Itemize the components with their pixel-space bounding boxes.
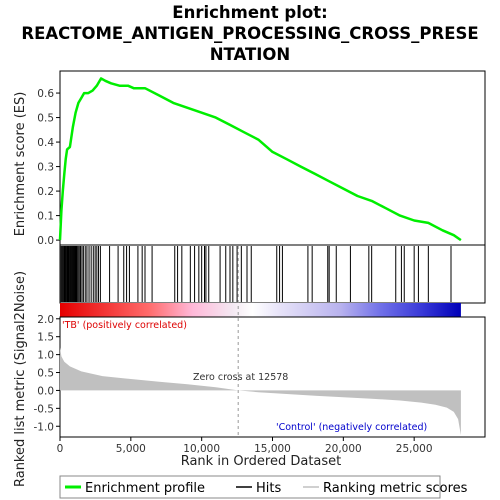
metric-y-tick-label: -0.5 xyxy=(34,403,55,415)
legend-hits-label: Hits xyxy=(256,481,281,496)
x-tick-label: 25,000 xyxy=(396,443,433,455)
es-y-tick-label: 0.6 xyxy=(37,88,54,100)
metric-y-tick-label: -1.0 xyxy=(34,421,55,433)
x-tick-label: 0 xyxy=(57,443,64,455)
es-y-tick-label: 0.1 xyxy=(37,211,54,223)
legend-enrichment-label: Enrichment profile xyxy=(85,481,205,496)
metric-y-axis-label: Ranked list metric (Signal2Noise) xyxy=(13,271,28,487)
metric-y-tick-label: 0.5 xyxy=(37,368,54,380)
es-panel-frame xyxy=(60,71,485,245)
es-y-tick-label: 0.2 xyxy=(37,186,54,198)
chart-title-line-3: NTATION xyxy=(210,45,291,64)
metric-y-tick-label: 1.0 xyxy=(37,350,54,362)
rank-color-bar xyxy=(60,303,461,317)
chart-title-line-1: Enrichment plot: xyxy=(172,3,327,22)
es-y-axis-label: Enrichment score (ES) xyxy=(13,92,28,237)
enrichment-score-panel: 0.0 0.1 0.2 0.3 0.4 0.5 0.6 Enrichment score (… xyxy=(13,71,485,247)
chart-title-line-2: REACTOME_ANTIGEN_PROCESSING_CROSS_PRESE xyxy=(21,24,478,43)
metric-y-ticks: 2.0 1.5 1.0 0.5 0.0 -0.5 -1.0 xyxy=(34,314,61,433)
metric-y-tick-label: 2.0 xyxy=(37,314,54,326)
hits-panel xyxy=(60,245,485,303)
x-axis-label: Rank in Ordered Dataset xyxy=(181,454,342,469)
es-y-tick-label: 0.0 xyxy=(37,235,54,247)
zero-cross-label: Zero cross at 12578 xyxy=(193,372,288,383)
metric-y-tick-label: 1.5 xyxy=(37,332,54,344)
negative-correlation-label: 'Control' (negatively correlated) xyxy=(276,422,427,433)
x-tick-label: 5,000 xyxy=(116,443,146,455)
es-y-tick-label: 0.4 xyxy=(37,137,54,149)
positive-correlation-label: 'TB' (positively correlated) xyxy=(62,320,187,331)
x-axis: 0 5,000 10,000 15,000 20,000 25,000 xyxy=(57,437,433,455)
rank-gradient-bar xyxy=(60,303,461,317)
legend-metric-label: Ranking metric scores xyxy=(323,481,468,496)
es-y-tick-label: 0.3 xyxy=(37,162,54,174)
legend: Enrichment profile Hits Ranking metric s… xyxy=(60,476,468,498)
es-y-ticks: 0.0 0.1 0.2 0.3 0.4 0.5 0.6 xyxy=(37,88,60,247)
metric-y-tick-label: 0.0 xyxy=(37,385,54,397)
es-y-tick-label: 0.5 xyxy=(37,113,54,125)
